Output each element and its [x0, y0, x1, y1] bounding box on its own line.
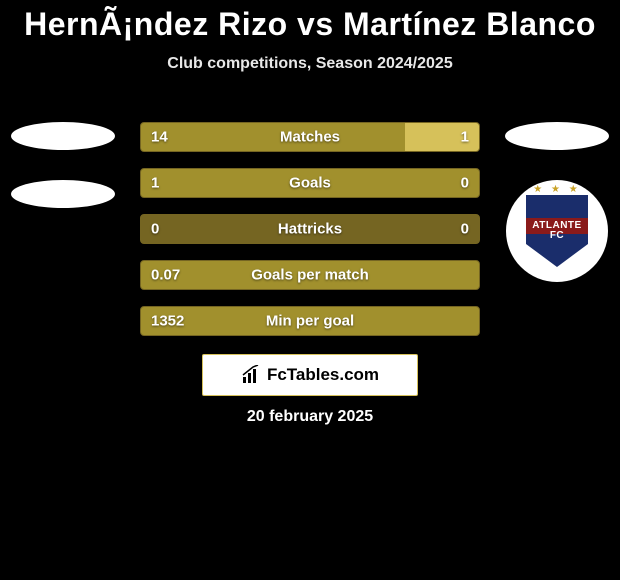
stat-label: Hattricks	[278, 221, 342, 238]
stat-label: Matches	[280, 129, 340, 146]
stat-row: 0 Hattricks 0	[140, 214, 480, 244]
stat-label: Goals per match	[251, 267, 369, 284]
player2-badges: ★ ★ ★ ATLANTE FC	[502, 122, 612, 282]
stat-label: Goals	[289, 175, 331, 192]
brand-link[interactable]: FcTables.com	[202, 354, 418, 396]
comparison-widget: HernÃ¡ndez Rizo vs Martínez Blanco Club …	[0, 0, 620, 580]
stat-value-left: 14	[151, 129, 168, 146]
club-name: ATLANTE FC	[532, 221, 581, 241]
stat-value-left: 1	[151, 175, 159, 192]
brand-text: FcTables.com	[267, 365, 379, 385]
stat-row: 0.07 Goals per match	[140, 260, 480, 290]
chart-icon	[241, 365, 261, 385]
page-title: HernÃ¡ndez Rizo vs Martínez Blanco	[0, 0, 620, 43]
subtitle: Club competitions, Season 2024/2025	[0, 55, 620, 73]
player1-badge-2	[11, 180, 115, 208]
stat-value-right: 0	[461, 175, 469, 192]
stat-value-right: 0	[461, 221, 469, 238]
player2-badge-1	[505, 122, 609, 150]
player1-badges	[8, 122, 118, 208]
stat-value-right: 1	[461, 129, 469, 146]
stat-row: 14 Matches 1	[140, 122, 480, 152]
stat-value-left: 0	[151, 221, 159, 238]
club-sub-text: FC	[550, 230, 564, 241]
club-shield: ATLANTE FC	[526, 195, 588, 267]
club-logo: ★ ★ ★ ATLANTE FC	[506, 180, 608, 282]
date-label: 20 february 2025	[0, 408, 620, 426]
stat-value-left: 1352	[151, 313, 184, 330]
stat-row: 1 Goals 0	[140, 168, 480, 198]
stat-label: Min per goal	[266, 313, 354, 330]
player1-badge-1	[11, 122, 115, 150]
star-icon: ★ ★ ★	[506, 184, 608, 195]
stat-value-left: 0.07	[151, 267, 180, 284]
bar-segment-left	[141, 123, 405, 151]
stat-row: 1352 Min per goal	[140, 306, 480, 336]
stat-bars: 14 Matches 1 1 Goals 0 0 Hattricks 0 0.07 Goals pe…	[140, 122, 480, 352]
